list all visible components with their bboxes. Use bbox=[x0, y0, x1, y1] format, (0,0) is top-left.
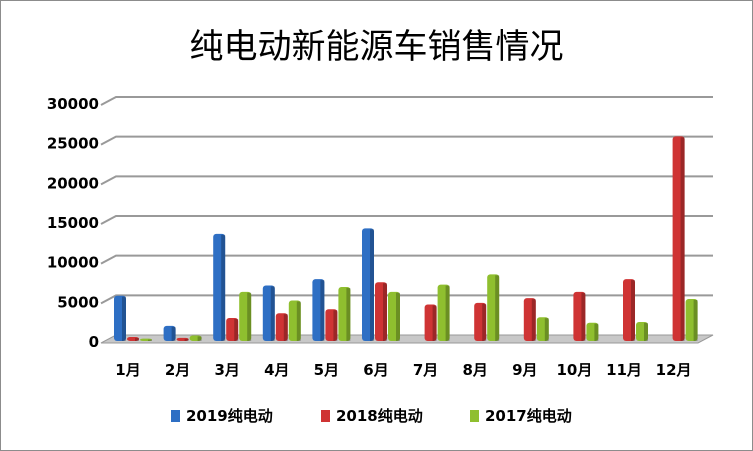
bar-shade bbox=[283, 314, 288, 341]
bar-shade bbox=[581, 292, 586, 341]
gridline bbox=[100, 96, 713, 106]
bar-2017纯电动-4月 bbox=[288, 300, 301, 341]
bar-2019纯电动-5月 bbox=[312, 279, 325, 341]
bar-shade bbox=[445, 285, 450, 341]
x-tick-label: 11月 bbox=[606, 361, 642, 379]
bar-2019纯电动-3月 bbox=[213, 233, 226, 341]
bar-shade bbox=[296, 301, 301, 341]
chart-floor bbox=[100, 334, 714, 344]
bar-shade bbox=[370, 229, 374, 341]
legend-label: 2018纯电动 bbox=[336, 407, 423, 425]
gridline bbox=[100, 215, 713, 225]
bar-shade bbox=[135, 338, 139, 341]
y-tick-label: 20000 bbox=[47, 174, 99, 192]
bar-2017纯电动-5月 bbox=[338, 287, 351, 341]
y-tick-label: 0 bbox=[89, 333, 99, 351]
x-tick-label: 6月 bbox=[363, 361, 388, 379]
bar-shade bbox=[432, 305, 437, 341]
chart-title: 纯电动新能源车销售情况 bbox=[189, 27, 564, 67]
bar-shade bbox=[495, 275, 500, 341]
legend-swatch bbox=[171, 409, 180, 422]
y-tick-label: 10000 bbox=[47, 254, 99, 272]
bar-2017纯电动-6月 bbox=[388, 291, 400, 341]
bar-shade bbox=[122, 296, 126, 341]
bar-2018纯电动-7月 bbox=[424, 304, 437, 341]
bar-2019纯电动-1月 bbox=[114, 295, 126, 341]
legend-item-2017: 2017纯电动 bbox=[470, 405, 572, 426]
x-tick-label: 12月 bbox=[656, 361, 692, 379]
x-tick-label: 5月 bbox=[314, 361, 339, 379]
legend-item-2019: 2019纯电动 bbox=[171, 405, 273, 426]
x-tick-label: 10月 bbox=[556, 361, 592, 379]
legend-item-2018: 2018纯电动 bbox=[321, 405, 423, 426]
bar-shade bbox=[482, 303, 487, 341]
bar-shade bbox=[184, 338, 189, 341]
x-tick-label: 2月 bbox=[165, 361, 190, 379]
bar-2018纯电动-3月 bbox=[226, 317, 239, 341]
bar-shade bbox=[644, 322, 648, 341]
bar-2018纯电动-12月 bbox=[672, 136, 685, 341]
bar-2017纯电动-11月 bbox=[636, 321, 648, 341]
bar-2017纯电动-9月 bbox=[536, 317, 549, 341]
bar-shade bbox=[333, 310, 338, 341]
bar-2018纯电动-11月 bbox=[623, 279, 635, 341]
bar-2019纯电动-4月 bbox=[262, 285, 275, 341]
bar-2018纯电动-9月 bbox=[523, 298, 536, 341]
bar-shade bbox=[320, 280, 325, 341]
bar-2017纯电动-1月 bbox=[140, 338, 152, 341]
bar-shade bbox=[221, 234, 226, 341]
y-tick-label: 30000 bbox=[47, 95, 99, 113]
gridline bbox=[100, 254, 713, 265]
bar-shade bbox=[197, 336, 202, 341]
x-tick-label: 4月 bbox=[264, 361, 289, 379]
y-tick-label: 5000 bbox=[57, 293, 99, 311]
bar-shade bbox=[544, 318, 549, 341]
bar-2017纯电动-12月 bbox=[685, 298, 698, 341]
bar-shade bbox=[270, 286, 275, 341]
bar-shade bbox=[234, 318, 239, 341]
bar-2018纯电动-5月 bbox=[325, 309, 338, 341]
bar-2018纯电动-2月 bbox=[176, 337, 189, 341]
bar-2018纯电动-1月 bbox=[127, 337, 139, 341]
y-tick-label: 15000 bbox=[47, 214, 99, 232]
bar-2018纯电动-10月 bbox=[573, 291, 586, 341]
bar-2017纯电动-7月 bbox=[437, 284, 450, 341]
bar-shade bbox=[594, 323, 599, 341]
bar-shade bbox=[531, 299, 536, 341]
bar-shade bbox=[247, 292, 252, 341]
bar-shade bbox=[396, 292, 400, 341]
bar-shade bbox=[680, 137, 685, 341]
gridline bbox=[100, 175, 713, 186]
bar-2018纯电动-8月 bbox=[474, 302, 487, 341]
bar-shade bbox=[346, 288, 351, 341]
x-tick-label: 8月 bbox=[462, 361, 487, 379]
bar-2019纯电动-6月 bbox=[362, 228, 374, 341]
bar-2017纯电动-2月 bbox=[189, 335, 202, 341]
bar-shade bbox=[171, 326, 176, 341]
bar-2017纯电动-3月 bbox=[239, 291, 252, 341]
bar-2017纯电动-10月 bbox=[586, 322, 599, 341]
bar-shade bbox=[148, 339, 152, 341]
bar-shade bbox=[631, 280, 635, 341]
bar-2018纯电动-6月 bbox=[375, 282, 387, 341]
legend-swatch bbox=[321, 409, 330, 422]
legend-label: 2017纯电动 bbox=[485, 407, 572, 425]
bar-2018纯电动-4月 bbox=[275, 313, 288, 341]
legend-swatch bbox=[470, 409, 479, 422]
x-tick-label: 3月 bbox=[214, 361, 239, 379]
y-tick-label: 25000 bbox=[47, 135, 99, 153]
x-tick-label: 9月 bbox=[512, 361, 537, 379]
legend-label: 2019纯电动 bbox=[186, 407, 273, 425]
x-tick-label: 7月 bbox=[413, 361, 438, 379]
x-tick-label: 1月 bbox=[115, 361, 140, 379]
gridline bbox=[100, 294, 713, 305]
bar-2019纯电动-2月 bbox=[163, 325, 176, 341]
gridline bbox=[100, 135, 713, 146]
bar-shade bbox=[383, 283, 387, 341]
bar-shade bbox=[693, 299, 698, 341]
bar-2017纯电动-8月 bbox=[487, 274, 500, 341]
